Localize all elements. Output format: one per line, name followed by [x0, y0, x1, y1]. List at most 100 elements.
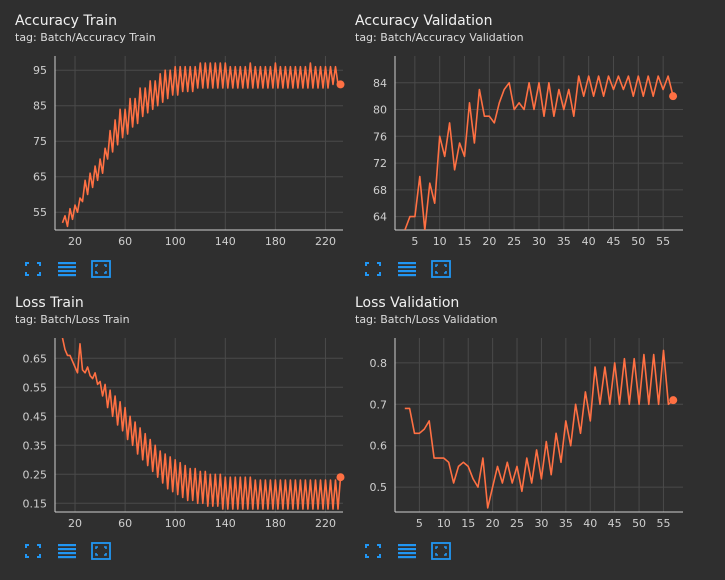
- y-tick-label: 0.6: [370, 440, 388, 453]
- x-tick-label: 10: [437, 517, 451, 530]
- chart-tag: tag: Batch/Loss Validation: [355, 313, 498, 326]
- y-tick-label: 0.35: [23, 439, 48, 452]
- x-tick-label: 25: [510, 517, 524, 530]
- y-tick-label: 0.65: [23, 352, 48, 365]
- x-tick-label: 30: [534, 517, 548, 530]
- x-tick-label: 35: [557, 235, 571, 248]
- y-tick-label: 85: [33, 100, 47, 113]
- last-value-point: [669, 92, 678, 101]
- chart-card-loss-train: Loss Train tag: Batch/Loss Train 20 60 100…: [15, 292, 355, 574]
- y-tick-label: 68: [373, 184, 387, 197]
- line-chart: 5 10 15 20 25 30 35 40 45 50 55 0.5 0.6 0.7 0.8: [370, 338, 683, 530]
- fit-domain-button[interactable]: [431, 260, 451, 278]
- x-tick-label: 50: [631, 235, 645, 248]
- line-chart: 20 60 100 140 180 220 0.15 0.25 0.35 0.45 0.55 0.65: [23, 338, 345, 530]
- last-value-point: [669, 396, 678, 405]
- x-tick-label: 15: [461, 517, 475, 530]
- x-tick-label: 20: [482, 235, 496, 248]
- last-value-point: [336, 80, 345, 89]
- y-tick-label: 76: [373, 130, 387, 143]
- chart-toolbar: [23, 260, 111, 278]
- y-tick-label: 80: [373, 104, 387, 117]
- data-table-button[interactable]: [57, 542, 77, 560]
- y-tick-label: 0.25: [23, 468, 48, 481]
- series-line: [61, 338, 342, 510]
- x-tick-label: 25: [507, 235, 521, 248]
- line-chart: 5 10 15 20 25 30 35 40 45 50 55 64 68 72 76 80 84: [373, 56, 683, 248]
- chart-card-accuracy-validation: Accuracy Validation tag: Batch/Accuracy …: [355, 10, 695, 292]
- x-tick-label: 140: [215, 517, 236, 530]
- series-line: [61, 62, 341, 228]
- data-table-icon: [58, 544, 76, 559]
- x-tick-label: 55: [656, 517, 670, 530]
- x-tick-label: 15: [458, 235, 472, 248]
- fit-domain-button[interactable]: [91, 260, 111, 278]
- x-tick-label: 220: [315, 517, 336, 530]
- chart-title: Accuracy Train: [15, 13, 117, 29]
- x-tick-label: 50: [632, 517, 646, 530]
- data-table-icon: [398, 544, 416, 559]
- y-tick-label: 72: [373, 157, 387, 170]
- fit-domain-button[interactable]: [91, 542, 111, 560]
- x-tick-label: 40: [582, 235, 596, 248]
- x-tick-label: 45: [608, 517, 622, 530]
- x-tick-label: 30: [532, 235, 546, 248]
- chart-tag: tag: Batch/Accuracy Validation: [355, 31, 524, 44]
- x-tick-label: 55: [656, 235, 670, 248]
- y-tick-label: 0.8: [370, 357, 388, 370]
- fullscreen-icon: [365, 262, 381, 276]
- data-table-icon: [398, 262, 416, 277]
- x-tick-label: 35: [559, 517, 573, 530]
- last-value-point: [336, 473, 345, 482]
- x-tick-label: 220: [315, 235, 336, 248]
- fullscreen-button[interactable]: [23, 260, 43, 278]
- series-line: [404, 75, 674, 230]
- x-tick-label: 180: [265, 517, 286, 530]
- chart-card-accuracy-train: Accuracy Train tag: Batch/Accuracy Train…: [15, 10, 355, 292]
- line-chart: 20 60 100 140 180 220 55 65 75 85 95: [33, 56, 345, 248]
- fullscreen-icon: [365, 544, 381, 558]
- chart-title: Accuracy Validation: [355, 13, 493, 29]
- y-tick-label: 0.55: [23, 381, 48, 394]
- data-table-button[interactable]: [397, 542, 417, 560]
- chart-card-loss-validation: Loss Validation tag: Batch/Loss Validati…: [355, 292, 695, 574]
- chart-title: Loss Train: [15, 295, 84, 311]
- y-tick-label: 95: [33, 64, 47, 77]
- fullscreen-button[interactable]: [363, 542, 383, 560]
- fullscreen-button[interactable]: [23, 542, 43, 560]
- fullscreen-icon: [25, 262, 41, 276]
- x-tick-label: 180: [265, 235, 286, 248]
- y-tick-label: 0.15: [23, 497, 48, 510]
- y-tick-label: 0.5: [370, 481, 388, 494]
- x-tick-label: 40: [583, 517, 597, 530]
- fit-domain-button[interactable]: [431, 542, 451, 560]
- fit-domain-icon: [91, 542, 111, 560]
- x-tick-label: 140: [215, 235, 236, 248]
- y-tick-label: 65: [33, 171, 47, 184]
- data-table-icon: [58, 262, 76, 277]
- chart-toolbar: [363, 260, 451, 278]
- chart-toolbar: [363, 542, 451, 560]
- chart-title: Loss Validation: [355, 295, 460, 311]
- x-tick-label: 45: [606, 235, 620, 248]
- x-tick-label: 10: [433, 235, 447, 248]
- fit-domain-icon: [91, 260, 111, 278]
- x-tick-label: 100: [165, 517, 186, 530]
- fullscreen-icon: [25, 544, 41, 558]
- data-table-button[interactable]: [57, 260, 77, 278]
- y-tick-label: 75: [33, 135, 47, 148]
- x-tick-label: 60: [118, 517, 132, 530]
- y-tick-label: 84: [373, 77, 387, 90]
- series-line: [404, 349, 674, 509]
- data-table-button[interactable]: [397, 260, 417, 278]
- x-tick-label: 100: [165, 235, 186, 248]
- x-tick-label: 20: [486, 517, 500, 530]
- x-tick-label: 5: [411, 235, 418, 248]
- x-tick-label: 60: [118, 235, 132, 248]
- chart-tag: tag: Batch/Loss Train: [15, 313, 130, 326]
- y-tick-label: 0.7: [370, 398, 388, 411]
- fullscreen-button[interactable]: [363, 260, 383, 278]
- y-tick-label: 0.45: [23, 410, 48, 423]
- fit-domain-icon: [431, 260, 451, 278]
- y-tick-label: 64: [373, 211, 387, 224]
